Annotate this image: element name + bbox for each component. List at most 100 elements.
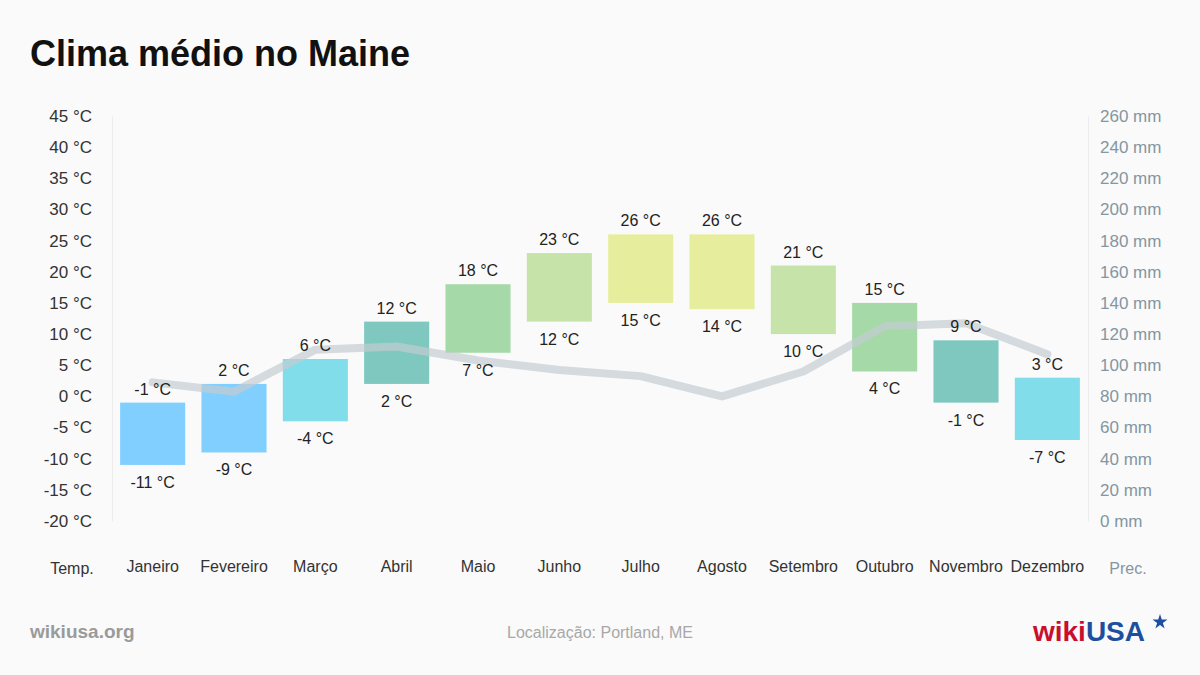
data-labels: -1 °C2 °C6 °C12 °C18 °C23 °C26 °C26 °C21… <box>130 212 1065 491</box>
y2-tick: 20 mm <box>1088 481 1152 500</box>
max-label: 12 °C <box>377 300 417 317</box>
y-tick: 15 °C <box>49 294 112 313</box>
y2-tick: 60 mm <box>1088 418 1152 437</box>
min-label: 4 °C <box>869 380 900 397</box>
y-tick-label: 45 °C <box>49 107 92 126</box>
y-tick-label: 35 °C <box>49 169 92 188</box>
x-tick-label: Março <box>293 558 338 575</box>
logo-part: wiki <box>1032 616 1086 647</box>
temp-bar <box>608 234 673 303</box>
x-tick-label: Junho <box>538 558 582 575</box>
max-label: 23 °C <box>539 231 579 248</box>
min-label: 7 °C <box>462 362 493 379</box>
y-tick: 30 °C <box>49 200 112 219</box>
temp-bar <box>933 340 998 402</box>
y-axis-title: Temp. <box>50 560 94 577</box>
y2-tick: 140 mm <box>1088 294 1161 313</box>
y-tick-label: -15 °C <box>44 481 92 500</box>
y-tick: -10 °C <box>44 450 112 469</box>
y2-tick-label: 180 mm <box>1100 232 1161 251</box>
x-tick: Fevereiro <box>200 521 268 575</box>
y-tick-label: 10 °C <box>49 325 92 344</box>
y-tick-label: 0 °C <box>59 387 92 406</box>
y2-axis-title: Prec. <box>1109 560 1146 577</box>
y-tick-label: 30 °C <box>49 200 92 219</box>
max-label: 15 °C <box>865 281 905 298</box>
max-label: 2 °C <box>218 362 249 379</box>
max-label: 26 °C <box>621 212 661 229</box>
y2-tick-label: 40 mm <box>1100 450 1152 469</box>
x-tick-label: Agosto <box>697 558 747 575</box>
x-tick-label: Janeiro <box>126 558 179 575</box>
y-tick: 5 °C <box>59 356 112 375</box>
x-tick-label: Outubro <box>856 558 914 575</box>
max-label: 3 °C <box>1032 356 1063 373</box>
max-label: 26 °C <box>702 212 742 229</box>
background <box>0 0 1200 675</box>
logo-part: USA <box>1086 616 1145 647</box>
y2-tick: 0 mm <box>1088 512 1143 531</box>
max-label: -1 °C <box>134 381 171 398</box>
x-tick: Julho <box>622 521 660 575</box>
y2-tick: 200 mm <box>1088 200 1161 219</box>
y2-tick-label: 220 mm <box>1100 169 1161 188</box>
y2-tick: 40 mm <box>1088 450 1152 469</box>
max-label: 9 °C <box>950 318 981 335</box>
max-label: 21 °C <box>783 244 823 261</box>
y-tick-label: 25 °C <box>49 232 92 251</box>
x-tick: Novembro <box>929 521 1003 575</box>
y-tick: 25 °C <box>49 232 112 251</box>
x-tick-label: Setembro <box>769 558 838 575</box>
y2-axis: 0 mm20 mm40 mm60 mm80 mm100 mm120 mm140 … <box>1088 107 1161 531</box>
min-label: 12 °C <box>539 331 579 348</box>
y-tick: 35 °C <box>49 169 112 188</box>
min-label: -11 °C <box>130 474 174 491</box>
y-tick-label: 20 °C <box>49 263 92 282</box>
y-tick-label: 40 °C <box>49 138 92 157</box>
y-tick: 40 °C <box>49 138 112 157</box>
y2-tick-label: 20 mm <box>1100 481 1152 500</box>
y-tick: 0 °C <box>59 387 112 406</box>
y-tick-label: -20 °C <box>44 512 92 531</box>
y-axis-line <box>112 117 113 522</box>
min-label: 14 °C <box>702 318 742 335</box>
x-tick-label: Fevereiro <box>200 558 268 575</box>
y-tick-label: 5 °C <box>59 356 92 375</box>
y2-tick: 80 mm <box>1088 387 1152 406</box>
y-tick-label: -10 °C <box>44 450 92 469</box>
temp-bar <box>283 359 348 421</box>
x-tick: Agosto <box>697 521 747 575</box>
y-tick: -20 °C <box>44 512 112 531</box>
x-tick: Dezembro <box>1010 521 1084 575</box>
x-tick-label: Novembro <box>929 558 1003 575</box>
y2-tick: 120 mm <box>1088 325 1161 344</box>
y-tick: 10 °C <box>49 325 112 344</box>
x-tick: Setembro <box>769 521 838 575</box>
source: wikiusa.org <box>29 621 135 642</box>
y2-tick: 160 mm <box>1088 263 1161 282</box>
min-label: -1 °C <box>948 412 985 429</box>
min-label: -9 °C <box>216 461 253 478</box>
min-label: 2 °C <box>381 393 412 410</box>
x-tick: Junho <box>538 521 582 575</box>
y2-tick-label: 200 mm <box>1100 200 1161 219</box>
location: Localização: Portland, ME <box>507 624 693 641</box>
min-label: -7 °C <box>1029 449 1066 466</box>
y-tick-label: 15 °C <box>49 294 92 313</box>
y2-tick-label: 160 mm <box>1100 263 1161 282</box>
temp-bar <box>120 403 185 465</box>
x-tick: Março <box>293 521 338 575</box>
x-tick-label: Abril <box>381 558 413 575</box>
y2-tick-label: 140 mm <box>1100 294 1161 313</box>
precipitation-line <box>153 323 1048 396</box>
y2-tick-label: 120 mm <box>1100 325 1161 344</box>
x-tick: Janeiro <box>126 521 179 575</box>
y-axis: -20 °C-15 °C-10 °C-5 °C0 °C5 °C10 °C15 °… <box>44 107 113 531</box>
max-label: 18 °C <box>458 262 498 279</box>
marks <box>120 234 1080 465</box>
chart: Clima médio no Maine-20 °C-15 °C-10 °C-5… <box>0 0 1200 675</box>
x-tick-label: Maio <box>461 558 496 575</box>
logo-star <box>1152 614 1167 628</box>
temp-bar <box>445 284 510 353</box>
x-tick: Abril <box>381 521 413 575</box>
